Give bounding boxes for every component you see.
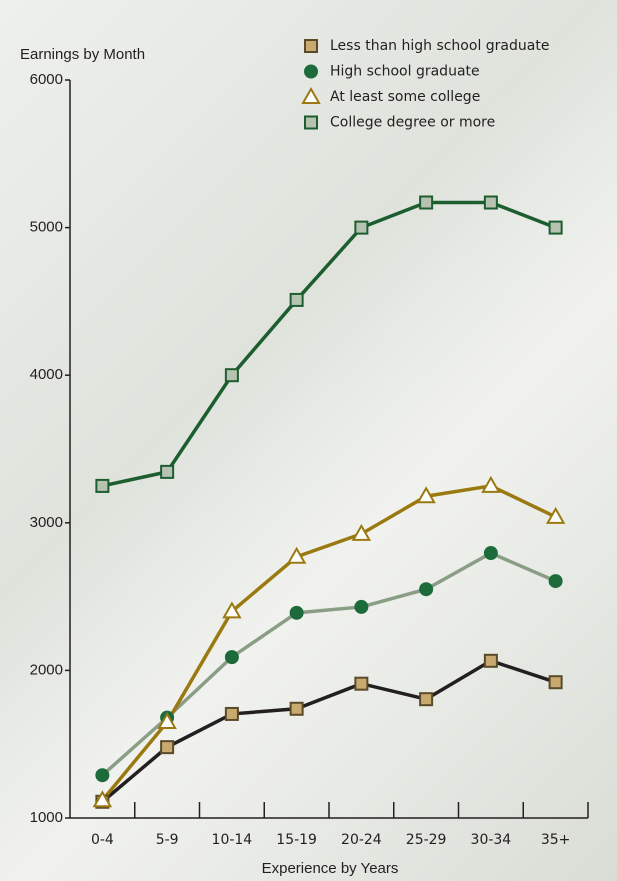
data-point <box>286 546 307 564</box>
legend-label: At least some college <box>330 89 480 105</box>
data-point <box>416 486 436 504</box>
y-tick-label: 5000 <box>30 219 63 236</box>
data-point <box>351 523 372 541</box>
series-line <box>102 200 557 488</box>
x-tick-label: 15-19 <box>276 832 317 848</box>
legend-label: High school graduate <box>330 64 480 80</box>
data-point <box>483 653 498 668</box>
data-point <box>289 605 304 620</box>
data-point <box>483 546 498 561</box>
data-point <box>222 601 242 619</box>
x-axis-label: Experience by Years <box>262 860 399 877</box>
data-point <box>354 676 369 691</box>
x-tick-label: 35+ <box>541 832 571 848</box>
legend-marker <box>304 64 318 79</box>
x-tick-label: 20-24 <box>341 832 382 848</box>
data-point <box>548 574 563 589</box>
data-point <box>157 712 177 730</box>
legend-marker <box>304 39 318 53</box>
chart-title: Earnings by Month <box>20 46 145 63</box>
data-point <box>419 692 434 707</box>
data-point <box>224 650 239 665</box>
legend-marker <box>301 86 321 104</box>
legend-label: Less than high school graduate <box>330 38 549 54</box>
y-tick-label: 3000 <box>30 514 63 531</box>
y-tick-label: 2000 <box>30 661 63 678</box>
data-point <box>95 478 110 493</box>
x-tick-label: 5-9 <box>156 832 179 848</box>
legend-label: College degree or more <box>330 115 495 131</box>
y-tick-label: 1000 <box>30 809 63 826</box>
data-point <box>224 706 239 721</box>
x-tick-label: 0-4 <box>91 832 114 848</box>
data-point <box>160 464 175 479</box>
data-point <box>224 368 239 383</box>
data-point <box>419 195 434 210</box>
legend-marker <box>304 115 318 130</box>
data-point <box>92 790 113 808</box>
data-point <box>95 768 110 783</box>
series-line <box>101 658 557 804</box>
data-point <box>354 220 369 235</box>
x-tick-label: 25-29 <box>406 832 447 848</box>
data-point <box>419 582 434 597</box>
series-line <box>101 484 557 802</box>
y-tick-label: 4000 <box>30 366 63 383</box>
data-point <box>548 675 563 690</box>
x-tick-label: 10-14 <box>212 832 253 848</box>
data-point <box>289 292 304 307</box>
x-tick-label: 30-34 <box>471 832 512 848</box>
data-point <box>545 506 566 524</box>
data-point <box>354 599 369 614</box>
data-point <box>481 475 501 493</box>
data-point <box>160 740 175 755</box>
data-point <box>548 220 563 235</box>
data-point <box>289 701 304 716</box>
data-point <box>483 195 498 210</box>
y-tick-label: 6000 <box>30 71 63 88</box>
series-line <box>101 551 557 777</box>
